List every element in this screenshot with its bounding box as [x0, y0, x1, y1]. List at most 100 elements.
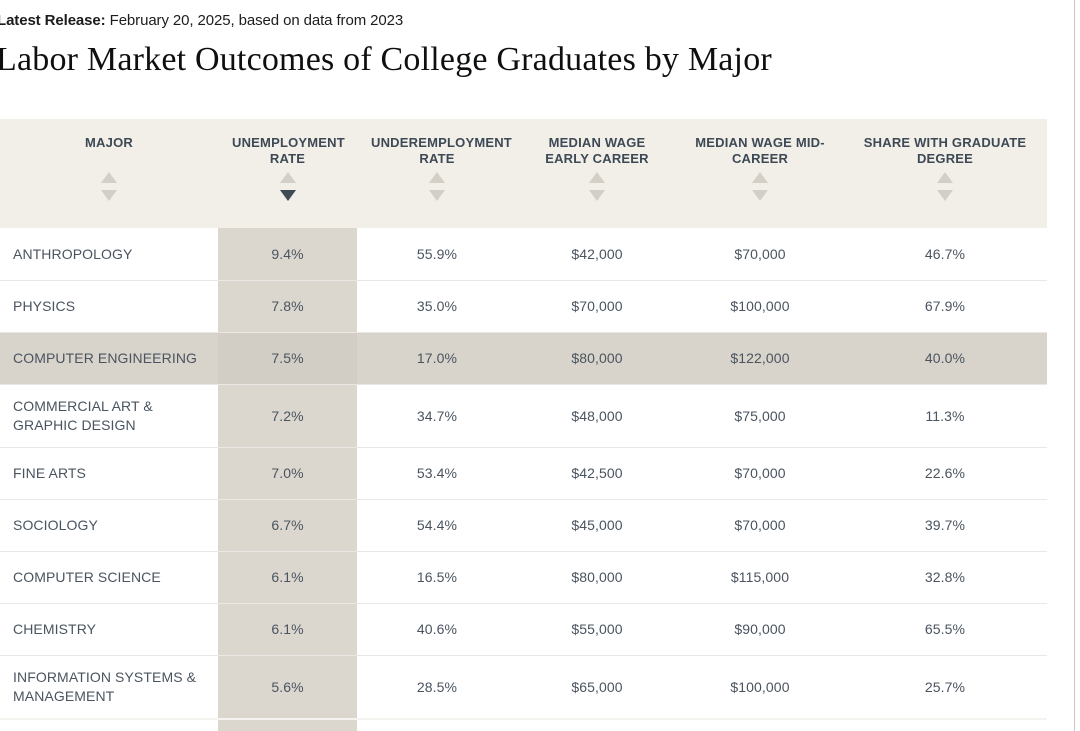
- cell-wage-early: $45,000: [571, 517, 623, 533]
- column-header-wage-mid[interactable]: MEDIAN WAGE MID-CAREER: [677, 119, 843, 228]
- cell-major: ANTHROPOLOGY: [13, 245, 133, 262]
- sort-descending-icon: [279, 190, 296, 201]
- cell-wage-early: $42,500: [571, 465, 623, 481]
- sort-ascending-icon: [101, 172, 117, 183]
- cell-underemployment: 34.7%: [416, 407, 458, 424]
- cell-wage-mid: [677, 720, 843, 731]
- cell-wage-early: $65,000: [571, 678, 623, 695]
- column-header-unemployment[interactable]: UNEMPLOYMENT RATE: [218, 119, 357, 228]
- cell-wage-early: $55,000: [571, 621, 623, 637]
- cell-wage-mid: $70,000: [734, 245, 786, 262]
- cell-unemployment: 9.4%: [218, 228, 357, 280]
- cell-unemployment: 7.8%: [218, 281, 357, 332]
- table-header-row: MAJOR UNEMPLOYMENT RATE UNDEREMPLOYMENT …: [0, 119, 1047, 228]
- table-row-partial[interactable]: [0, 718, 1047, 731]
- cell-grad-share: 67.9%: [924, 298, 966, 314]
- column-header-underemployment[interactable]: UNDEREMPLOYMENT RATE: [357, 119, 517, 228]
- table-row[interactable]: COMPUTER ENGINEERING 7.5% 17.0% $80,000 …: [0, 332, 1047, 384]
- cell-underemployment: 54.4%: [416, 517, 458, 533]
- cell-major: PHYSICS: [13, 298, 76, 314]
- cell-underemployment: 28.5%: [416, 678, 458, 695]
- table-row[interactable]: COMMERCIAL ART & GRAPHIC DESIGN 7.2% 34.…: [0, 384, 1047, 447]
- sort-arrows: [357, 172, 517, 201]
- column-header-grad-degree[interactable]: SHARE WITH GRADUATE DEGREE: [843, 119, 1047, 228]
- sort-arrows: [0, 172, 218, 201]
- cell-major: SOCIOLOGY: [13, 517, 98, 533]
- outcomes-table: MAJOR UNEMPLOYMENT RATE UNDEREMPLOYMENT …: [0, 119, 1047, 731]
- cell-grad-share: [843, 720, 1047, 731]
- table-row[interactable]: COMPUTER SCIENCE 6.1% 16.5% $80,000 $115…: [0, 551, 1047, 603]
- sort-arrows: [218, 172, 357, 201]
- cell-major: COMPUTER SCIENCE: [13, 569, 161, 585]
- cell-grad-share: 65.5%: [924, 621, 966, 637]
- page-right-border: [1074, 0, 1075, 731]
- table-row[interactable]: PHYSICS 7.8% 35.0% $70,000 $100,000 67.9…: [0, 280, 1047, 332]
- cell-major: CHEMISTRY: [13, 621, 97, 637]
- cell-underemployment: 35.0%: [416, 298, 458, 314]
- sort-descending-icon: [101, 190, 117, 201]
- cell-grad-share: 22.6%: [924, 465, 966, 481]
- cell-unemployment: 6.7%: [218, 500, 357, 551]
- cell-wage-mid: $100,000: [730, 298, 790, 314]
- cell-major: INFORMATION SYSTEMS & MANAGEMENT: [13, 669, 197, 704]
- sort-ascending-icon: [589, 172, 605, 183]
- sort-ascending-icon: [279, 172, 296, 183]
- cell-wage-mid: $75,000: [734, 407, 786, 424]
- sort-ascending-icon: [429, 172, 445, 183]
- sort-descending-icon: [937, 190, 953, 201]
- cell-unemployment: 7.5%: [218, 333, 357, 384]
- cell-major: FINE ARTS: [13, 465, 86, 481]
- cell-wage-early: $80,000: [571, 569, 623, 585]
- cell-wage-mid: $90,000: [734, 621, 786, 637]
- sort-ascending-icon: [752, 172, 768, 183]
- sort-arrows: [677, 172, 843, 201]
- cell-major: COMPUTER ENGINEERING: [13, 350, 198, 366]
- page-title: Labor Market Outcomes of College Graduat…: [0, 41, 772, 78]
- cell-grad-share: 40.0%: [924, 350, 966, 366]
- cell-wage-early: $70,000: [571, 298, 623, 314]
- sort-descending-icon: [589, 190, 605, 201]
- table-row[interactable]: CHEMISTRY 6.1% 40.6% $55,000 $90,000 65.…: [0, 603, 1047, 655]
- cell-unemployment: 6.1%: [218, 552, 357, 603]
- cell-grad-share: 11.3%: [925, 407, 965, 424]
- cell-underemployment: 53.4%: [416, 465, 458, 481]
- cell-wage-early: [517, 720, 677, 731]
- cell-underemployment: 55.9%: [416, 245, 458, 262]
- cell-unemployment: [218, 720, 357, 731]
- cell-wage-mid: $115,000: [730, 569, 790, 585]
- cell-underemployment: [357, 720, 517, 731]
- cell-major: [0, 720, 218, 731]
- cell-underemployment: 16.5%: [416, 569, 458, 585]
- cell-grad-share: 25.7%: [924, 678, 966, 695]
- sort-arrows: [517, 172, 677, 201]
- cell-wage-early: $80,000: [571, 350, 623, 366]
- cell-unemployment: 5.6%: [218, 656, 357, 718]
- cell-grad-share: 46.7%: [924, 245, 966, 262]
- table-row[interactable]: ANTHROPOLOGY 9.4% 55.9% $42,000 $70,000 …: [0, 228, 1047, 280]
- latest-release-text: February 20, 2025, based on data from 20…: [105, 12, 404, 29]
- cell-wage-mid: $100,000: [730, 678, 790, 695]
- sort-ascending-icon: [937, 172, 953, 183]
- cell-unemployment: 6.1%: [218, 604, 357, 655]
- cell-unemployment: 7.2%: [218, 385, 357, 447]
- cell-wage-mid: $70,000: [734, 517, 786, 533]
- table-row[interactable]: SOCIOLOGY 6.7% 54.4% $45,000 $70,000 39.…: [0, 499, 1047, 551]
- cell-major: COMMERCIAL ART & GRAPHIC DESIGN: [13, 398, 153, 433]
- column-header-major[interactable]: MAJOR: [0, 119, 218, 228]
- latest-release-label: Latest Release:: [0, 12, 106, 29]
- cell-underemployment: 17.0%: [416, 350, 458, 366]
- cell-wage-mid: $122,000: [730, 350, 790, 366]
- sort-descending-icon: [752, 190, 768, 201]
- latest-release-line: Latest Release: February 20, 2025, based…: [0, 12, 403, 29]
- cell-wage-early: $48,000: [571, 407, 623, 424]
- sort-descending-icon: [429, 190, 445, 201]
- column-header-wage-early[interactable]: MEDIAN WAGE EARLY CAREER: [517, 119, 677, 228]
- cell-underemployment: 40.6%: [416, 621, 458, 637]
- table-row[interactable]: INFORMATION SYSTEMS & MANAGEMENT 5.6% 28…: [0, 655, 1047, 718]
- cell-grad-share: 32.8%: [924, 569, 966, 585]
- cell-grad-share: 39.7%: [924, 517, 966, 533]
- table-body: ANTHROPOLOGY 9.4% 55.9% $42,000 $70,000 …: [0, 228, 1047, 731]
- table-row[interactable]: FINE ARTS 7.0% 53.4% $42,500 $70,000 22.…: [0, 447, 1047, 499]
- sort-arrows: [843, 172, 1047, 201]
